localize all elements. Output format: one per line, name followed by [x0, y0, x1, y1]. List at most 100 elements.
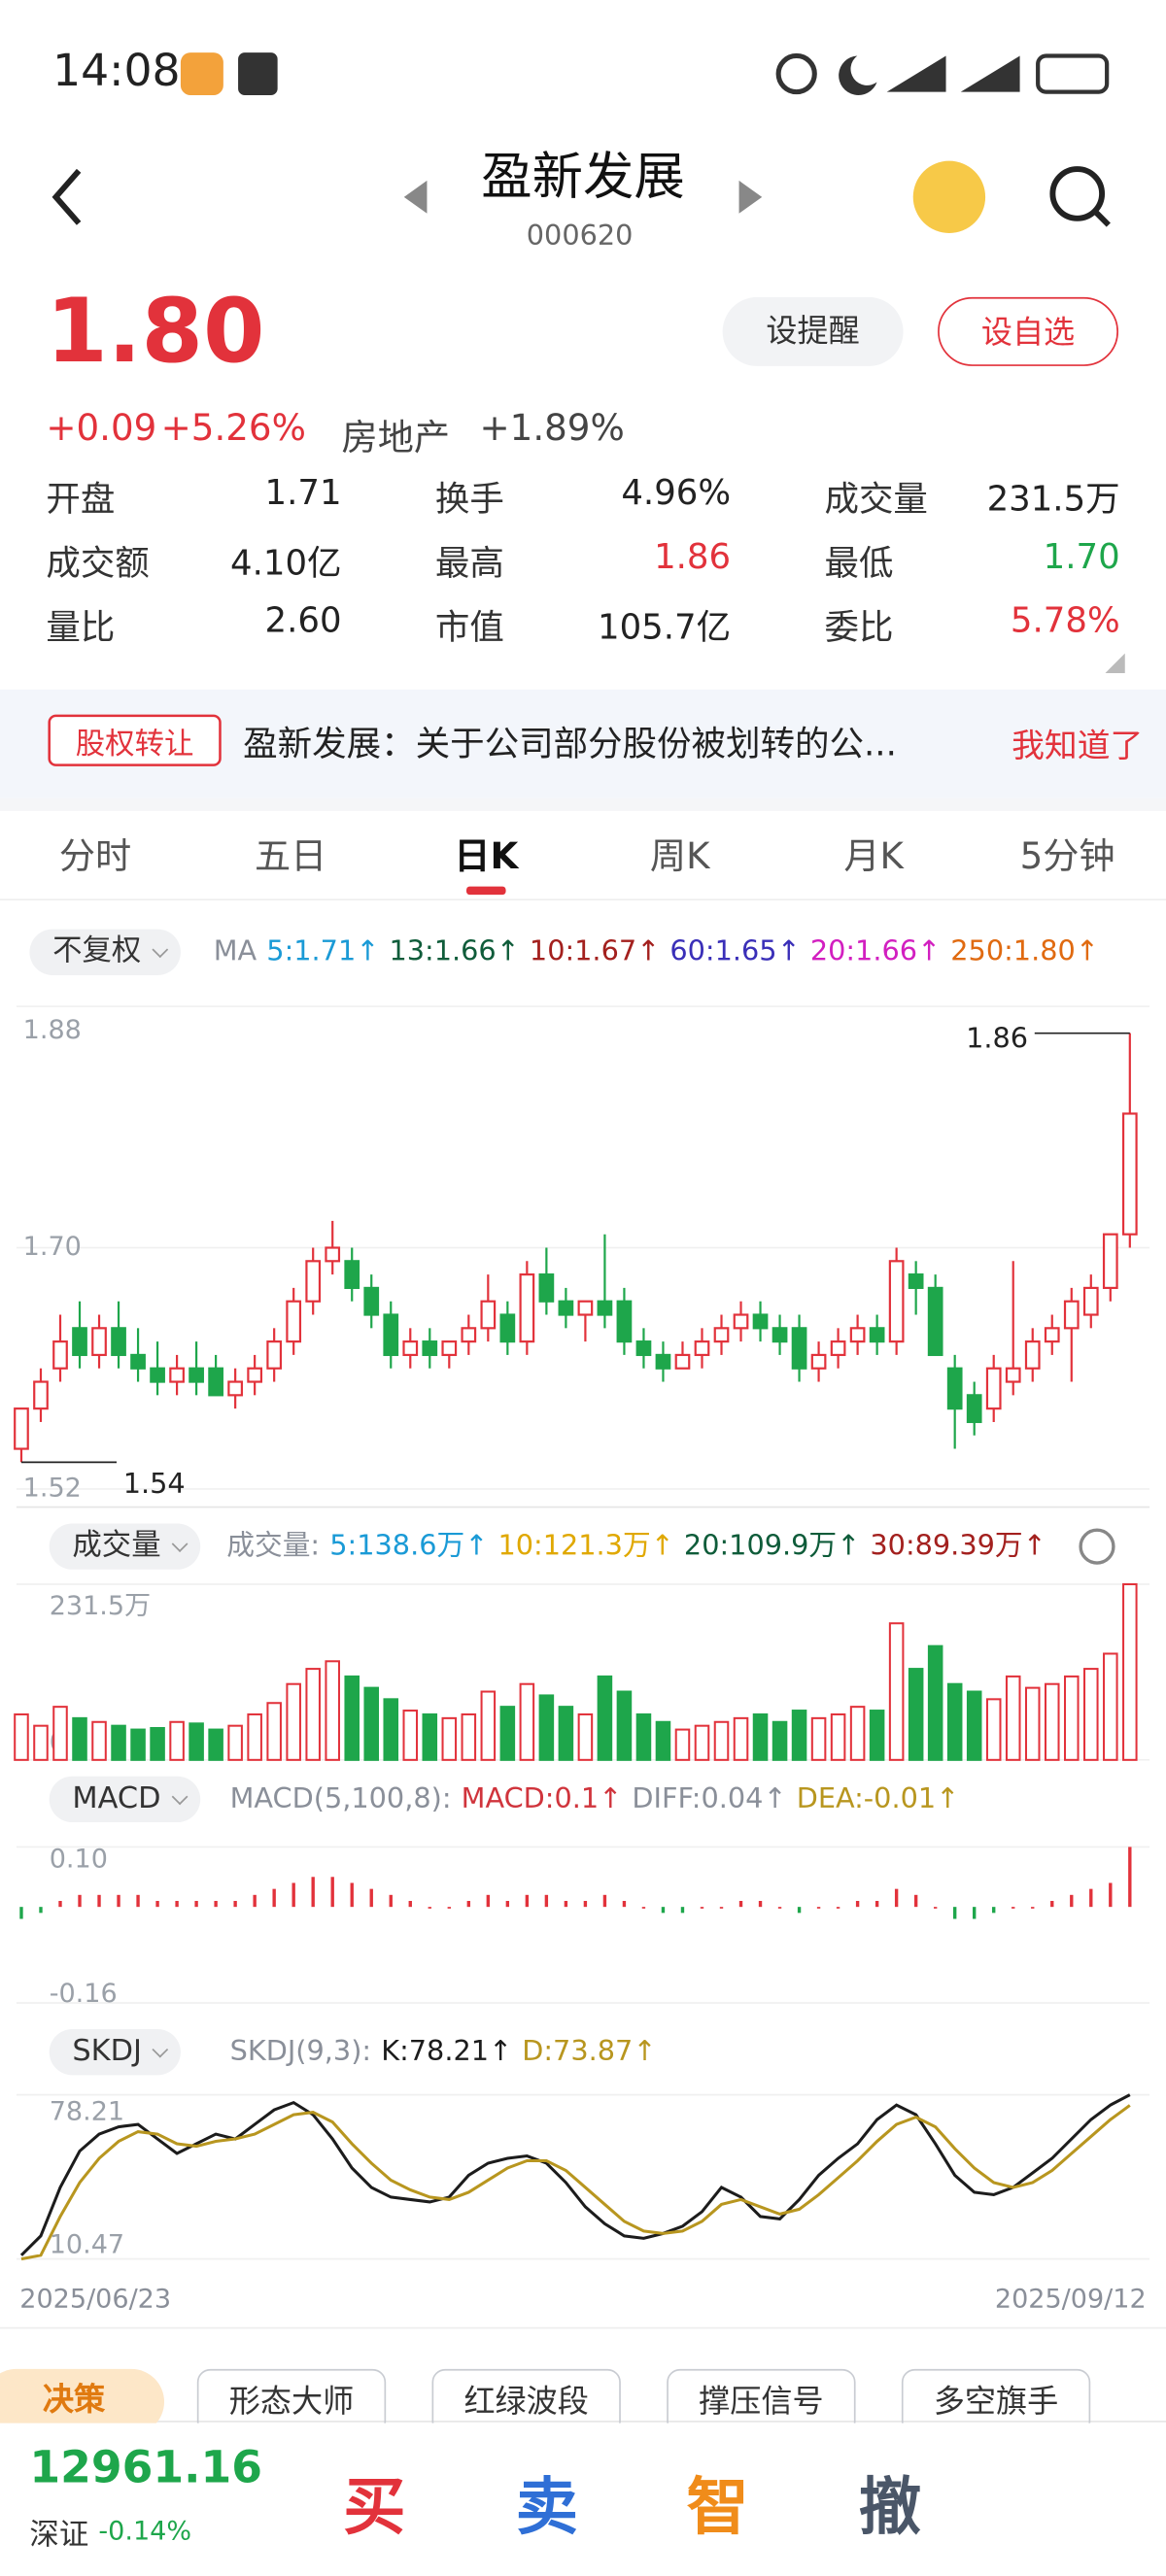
- y-tick-label: 10.47: [50, 2230, 124, 2260]
- index-change[interactable]: -0.14%: [98, 2515, 192, 2547]
- legend-item: 10:121.3万↑: [497, 1530, 674, 1564]
- volume-bar: [519, 1682, 535, 1761]
- candle-body: [674, 1353, 691, 1370]
- expand-icon[interactable]: [1105, 653, 1125, 673]
- watchlist-button[interactable]: 设自选: [938, 296, 1118, 366]
- search-button[interactable]: [1049, 166, 1106, 221]
- candle-body: [635, 1340, 652, 1357]
- candle-body: [286, 1300, 302, 1343]
- next-button[interactable]: [738, 180, 763, 214]
- candle-body: [558, 1300, 574, 1316]
- action-button[interactable]: 卖: [515, 2470, 578, 2544]
- tab[interactable]: 月K: [843, 836, 904, 879]
- search-handle: [1093, 209, 1111, 227]
- candle-body: [597, 1300, 613, 1316]
- index-name[interactable]: 深证: [29, 2518, 89, 2554]
- candle-body: [111, 1327, 126, 1357]
- volume-bar: [946, 1682, 963, 1761]
- volume-bar: [461, 1712, 477, 1761]
- candle-body: [888, 1260, 905, 1343]
- volume-bar: [72, 1716, 87, 1761]
- volume-bar: [422, 1712, 438, 1761]
- y-tick-label: 78.21: [50, 2097, 124, 2127]
- macd-selector[interactable]: MACD: [49, 1776, 201, 1823]
- volume-bar: [616, 1690, 633, 1761]
- candle-body: [791, 1327, 807, 1370]
- notice-text[interactable]: 盈新发展：关于公司部分股份被划转的公...: [243, 724, 897, 763]
- tab[interactable]: 五日: [254, 836, 327, 879]
- tab[interactable]: 5分钟: [1019, 836, 1115, 879]
- skdj-selector[interactable]: SKDJ: [49, 2029, 182, 2076]
- legend-item: 30:89.39万↑: [870, 1530, 1046, 1564]
- tab[interactable]: 分时: [58, 836, 132, 879]
- candle-body: [305, 1260, 322, 1303]
- price-change-pct: +5.26%: [160, 408, 306, 451]
- volume-bar: [52, 1706, 68, 1761]
- tab[interactable]: 周K: [649, 836, 710, 879]
- action-button[interactable]: 撤: [858, 2470, 922, 2544]
- tool-button[interactable]: 撑压信号: [667, 2368, 856, 2435]
- candle-body: [499, 1313, 516, 1343]
- candle-body: [52, 1340, 68, 1370]
- sector-name[interactable]: 房地产: [341, 418, 451, 460]
- skdj-params: SKDJ(9,3):: [229, 2035, 372, 2069]
- action-button[interactable]: 买: [343, 2470, 406, 2544]
- sector-change[interactable]: +1.89%: [479, 408, 625, 451]
- annotation: 1.86: [966, 1021, 1028, 1054]
- legend-item: 5:1.71↑: [266, 935, 380, 969]
- stat-label: 最低: [824, 543, 894, 584]
- candle-body: [189, 1367, 204, 1383]
- candle-body: [14, 1407, 29, 1450]
- mascot-icon[interactable]: [912, 160, 986, 234]
- y-tick-label: 0.10: [50, 1844, 108, 1874]
- volume-bar: [869, 1710, 885, 1761]
- volume-bar: [791, 1710, 807, 1761]
- candle-body: [772, 1327, 788, 1343]
- prev-button[interactable]: [403, 180, 428, 214]
- index-value[interactable]: 12961.16: [29, 2442, 263, 2494]
- candle-body: [655, 1353, 671, 1370]
- tab-underline: [466, 886, 506, 896]
- bottom-bar: [0, 2423, 1166, 2576]
- volume-bar: [1044, 1682, 1060, 1761]
- volume-bar: [888, 1622, 905, 1761]
- action-button[interactable]: 智: [686, 2470, 749, 2544]
- skdj-line: [20, 2104, 1131, 2261]
- candle-body: [441, 1340, 458, 1357]
- volume-bar: [713, 1720, 730, 1761]
- volume-bar: [772, 1720, 788, 1761]
- candle-body: [519, 1273, 535, 1343]
- candle-body: [363, 1286, 380, 1316]
- volume-bar: [91, 1720, 107, 1761]
- settings-button[interactable]: [1079, 1528, 1115, 1565]
- volume-selector[interactable]: 成交量: [49, 1523, 201, 1570]
- moon-icon: [839, 55, 877, 95]
- candle-body: [402, 1340, 419, 1357]
- candle-body: [422, 1340, 438, 1357]
- volume-bar: [966, 1690, 982, 1761]
- volume-bar: [266, 1702, 282, 1761]
- candle-body: [946, 1367, 963, 1410]
- back-button[interactable]: [51, 168, 82, 225]
- candle-body: [227, 1380, 243, 1397]
- notice-dismiss[interactable]: 我知道了: [1012, 726, 1144, 765]
- volume-bar: [130, 1728, 146, 1761]
- y-tick-label: -0.16: [50, 1979, 118, 2009]
- adjust-selector[interactable]: 不复权: [29, 929, 181, 975]
- legend-item: D:73.87↑: [522, 2035, 657, 2069]
- volume-bar: [635, 1712, 652, 1761]
- legend-item: 250:1.80↑: [950, 935, 1099, 969]
- stat-label: 换手: [434, 479, 504, 520]
- candle-body: [480, 1300, 497, 1330]
- tab[interactable]: 日K: [454, 836, 519, 879]
- alert-button[interactable]: 设提醒: [722, 296, 904, 366]
- candle-body: [1005, 1367, 1021, 1383]
- legend-item: DIFF:0.04↑: [632, 1782, 787, 1816]
- volume-bar: [305, 1668, 321, 1761]
- volume-bar: [985, 1698, 1002, 1761]
- candle-body: [927, 1286, 943, 1357]
- x-tick-label: 2025/09/12: [995, 2284, 1147, 2314]
- candle-body: [830, 1340, 846, 1357]
- stat-label: 量比: [46, 607, 116, 647]
- stat-value: 231.5万: [986, 479, 1120, 520]
